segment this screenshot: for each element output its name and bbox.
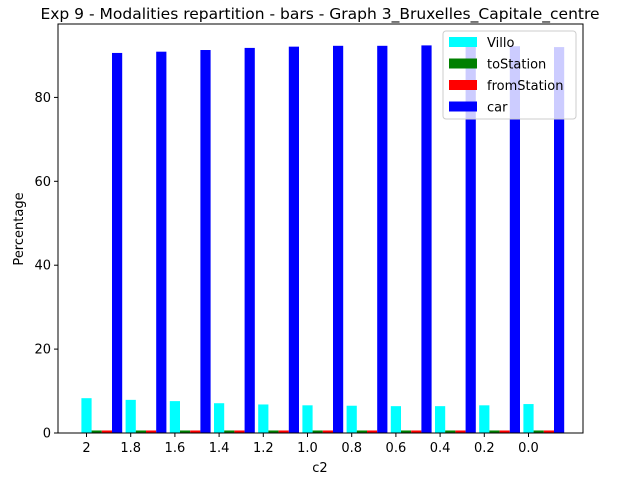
bar-car-10 [554,47,565,433]
bar-tostation-7 [401,430,412,433]
y-tick-label: 20 [34,343,51,358]
bar-tostation-8 [445,430,456,433]
x-tick-label: 1.0 [297,441,318,456]
bar-car-4 [288,46,299,433]
x-tick-label: 1.2 [253,441,274,456]
y-tick-label: 0 [43,427,51,442]
bar-fromstation-1 [146,430,157,433]
bar-car-3 [244,47,255,434]
bar-villo-9 [479,405,490,433]
bar-villo-4 [258,404,269,433]
bar-fromstation-5 [322,430,333,433]
bar-car-8 [465,44,476,433]
bar-villo-0 [81,398,92,433]
bar-tostation-6 [356,430,367,433]
bar-car-1 [156,51,167,433]
bar-tostation-4 [268,430,279,433]
legend-label-car: car [487,101,508,116]
bar-fromstation-7 [411,430,422,433]
x-tick-label: 1.4 [209,441,230,456]
legend-label-villo: Villo [487,36,514,51]
bar-villo-2 [169,401,180,433]
x-tick-label: 1.6 [165,441,186,456]
x-axis-ticks: 2 1.8 1.6 1.4 1.2 1.0 0.8 0.6 0.4 0.2 0.0 [82,433,539,456]
bar-villo-7 [390,406,401,433]
legend-label-tostation: toStation [487,58,546,73]
bar-tostation-3 [224,430,235,433]
legend-swatch-fromstation [449,80,477,90]
x-tick-label: 0.0 [518,441,539,456]
bar-tostation-1 [135,430,146,433]
bar-fromstation-9 [499,430,510,433]
legend: Villo toStation fromStation car [442,30,577,120]
y-axis-ticks: 0 20 40 60 80 [34,91,58,442]
bar-fromstation-10 [543,430,554,433]
bar-car-9 [509,46,520,433]
bar-villo-3 [214,403,225,433]
x-tick-label: 0.6 [386,441,407,456]
bar-villo-6 [346,405,357,433]
bar-fromstation-4 [278,430,289,433]
y-tick-label: 60 [34,175,51,190]
x-axis-label: c2 [312,461,327,476]
legend-box [442,30,577,120]
legend-swatch-car [449,101,477,112]
x-tick-label: 2 [82,441,90,456]
legend-swatch-villo [449,37,477,47]
bar-car-6 [377,45,388,434]
bar-car-5 [333,45,344,434]
x-tick-label: 0.8 [341,441,362,456]
bar-car-2 [200,50,211,433]
x-tick-label: 0.2 [474,441,495,456]
chart-title: Exp 9 - Modalities repartition - bars - … [40,5,599,24]
bar-villo-10 [523,404,534,433]
bar-tostation-2 [180,430,191,433]
bar-villo-1 [125,399,136,433]
axes-frame [57,23,584,434]
bar-fromstation-3 [234,430,245,433]
bar-fromstation-8 [455,430,466,433]
bar-car-7 [421,45,432,433]
bar-fromstation-6 [367,430,378,433]
bar-fromstation-2 [190,430,201,433]
legend-label-fromstation: fromStation [487,79,563,94]
legend-swatch-tostation [449,58,477,69]
y-tick-label: 40 [34,259,51,274]
x-tick-label: 1.8 [120,441,141,456]
bars-group [81,44,565,434]
y-tick-label: 80 [34,91,51,106]
bar-tostation-9 [489,430,500,433]
x-tick-label: 0.4 [430,441,451,456]
bar-tostation-10 [533,430,544,433]
y-axis-label: Percentage [12,192,27,265]
bar-villo-8 [435,406,446,433]
bar-tostation-0 [91,430,102,433]
bar-villo-5 [302,405,313,433]
bar-fromstation-0 [101,430,112,433]
bar-tostation-5 [312,430,323,433]
bar-car-0 [112,52,123,434]
